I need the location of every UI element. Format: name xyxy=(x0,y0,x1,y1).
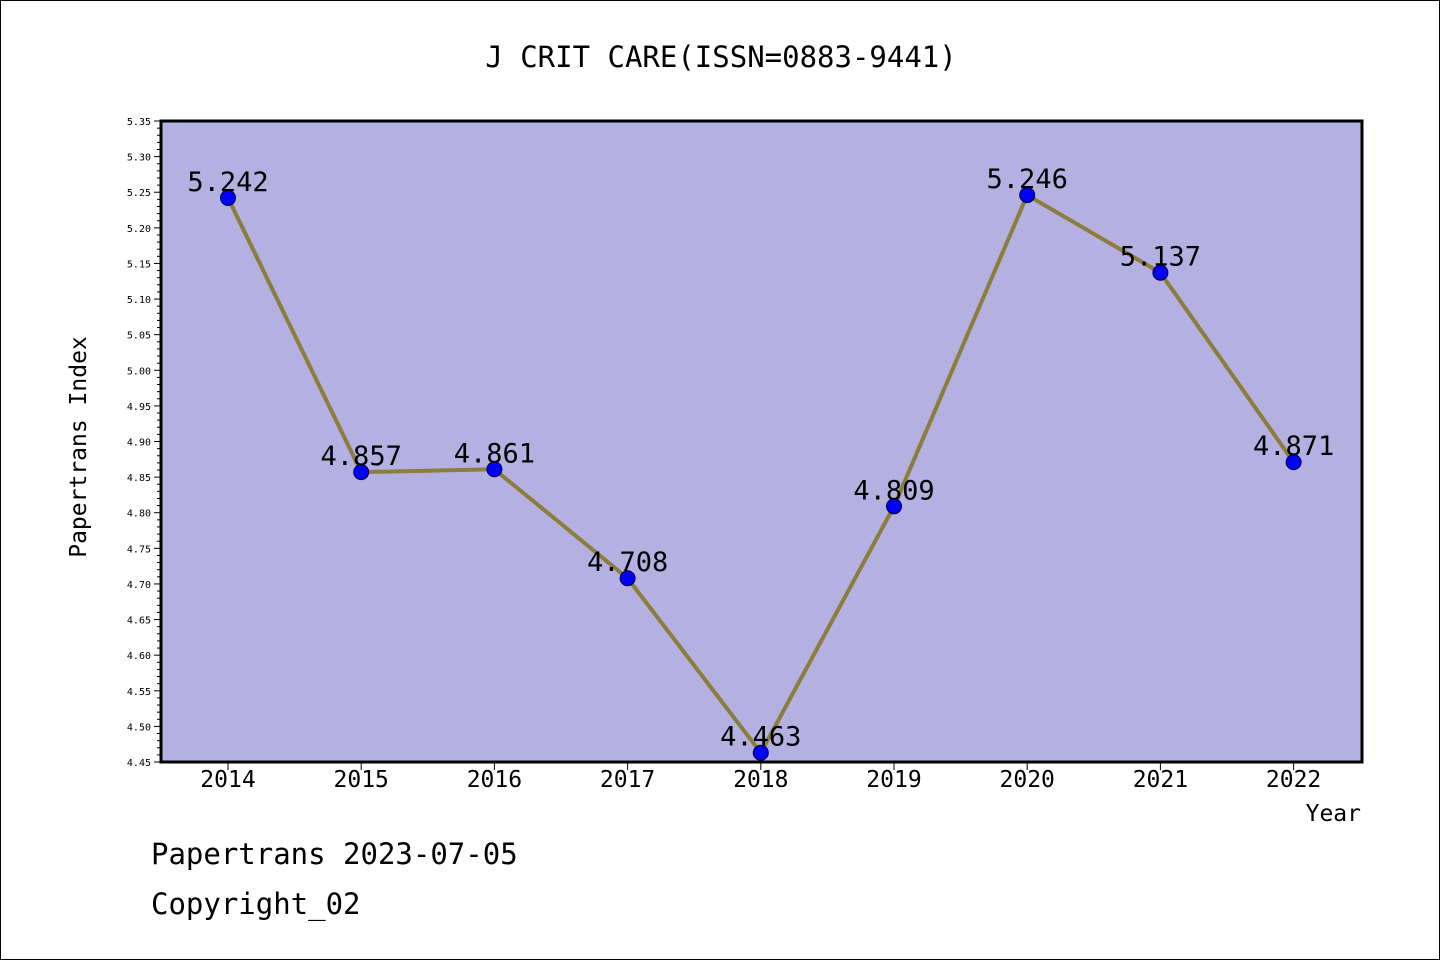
data-point-marker xyxy=(220,189,236,206)
data-point-label: 5.246 xyxy=(987,164,1068,195)
y-tick-label: 4.75 xyxy=(127,544,151,555)
data-point-label: 4.871 xyxy=(1253,431,1334,462)
y-tick-label: 5.00 xyxy=(127,366,151,377)
y-tick-label: 5.15 xyxy=(127,259,151,270)
y-axis: 4.45 4.50 4.55 4.60 4.65 4.70 4.75 4.80 4.85 4.90… xyxy=(127,117,161,769)
data-point-marker xyxy=(1019,187,1036,204)
x-axis: 2014 2015 2016 2017 2018 2019 2020 2021 2022 xyxy=(200,762,1321,793)
data-point-marker xyxy=(886,498,902,515)
y-tick-label: 4.55 xyxy=(127,687,151,698)
footer-date-text: Papertrans 2023-07-05 xyxy=(151,837,518,871)
data-point-label: 4.857 xyxy=(321,441,402,472)
plot-border xyxy=(159,119,1364,764)
y-tick-label: 4.95 xyxy=(127,402,151,413)
x-tick-label: 2017 xyxy=(600,767,655,793)
footer-copyright-text: Copyright_02 xyxy=(151,887,361,921)
plot-area xyxy=(161,121,1362,762)
data-markers xyxy=(220,187,1302,761)
x-tick-label: 2015 xyxy=(334,767,389,793)
y-tick-label: 5.05 xyxy=(127,331,151,342)
x-tick-label: 2014 xyxy=(200,767,255,793)
data-point-marker xyxy=(1285,454,1302,471)
y-tick-label: 4.90 xyxy=(127,438,151,449)
data-point-label: 4.708 xyxy=(587,547,668,578)
y-tick-label: 5.30 xyxy=(127,153,151,164)
data-point-marker xyxy=(619,570,636,587)
x-tick-label: 2016 xyxy=(467,767,522,793)
data-point-label: 4.463 xyxy=(720,722,801,753)
y-tick-label: 5.20 xyxy=(127,224,151,235)
data-point-marker xyxy=(752,744,769,761)
data-point-marker xyxy=(353,464,370,481)
x-axis-label: Year xyxy=(1306,801,1361,827)
data-point-marker xyxy=(1152,264,1169,281)
y-tick-label: 4.85 xyxy=(127,473,151,484)
y-tick-label: 5.10 xyxy=(127,295,151,306)
y-tick-label: 4.50 xyxy=(127,722,151,733)
x-tick-label: 2018 xyxy=(733,767,788,793)
y-tick-label: 4.80 xyxy=(127,509,151,520)
y-axis-label: Papertrans Index xyxy=(66,336,92,558)
y-tick-label: 5.25 xyxy=(127,188,151,199)
y-tick-label: 4.65 xyxy=(127,616,151,627)
x-tick-label: 2019 xyxy=(866,767,921,793)
data-point-marker xyxy=(486,461,503,478)
data-point-label: 5.242 xyxy=(187,167,268,198)
y-tick-label: 5.35 xyxy=(127,117,151,128)
chart-title: J CRIT CARE(ISSN=0883-9441) xyxy=(485,40,956,74)
data-point-label: 4.809 xyxy=(853,475,934,506)
data-point-label: 4.861 xyxy=(454,438,535,469)
x-tick-label: 2020 xyxy=(1000,767,1055,793)
data-point-label: 5.137 xyxy=(1120,242,1201,273)
x-tick-label: 2021 xyxy=(1133,767,1188,793)
y-tick-label: 4.60 xyxy=(127,651,151,662)
x-tick-label: 2022 xyxy=(1266,767,1321,793)
y-tick-label: 4.70 xyxy=(127,580,151,591)
data-labels: 5.242 4.857 4.861 4.708 4.463 4.809 5.246 5.137… xyxy=(187,164,1334,753)
y-tick-label: 4.45 xyxy=(127,758,151,769)
